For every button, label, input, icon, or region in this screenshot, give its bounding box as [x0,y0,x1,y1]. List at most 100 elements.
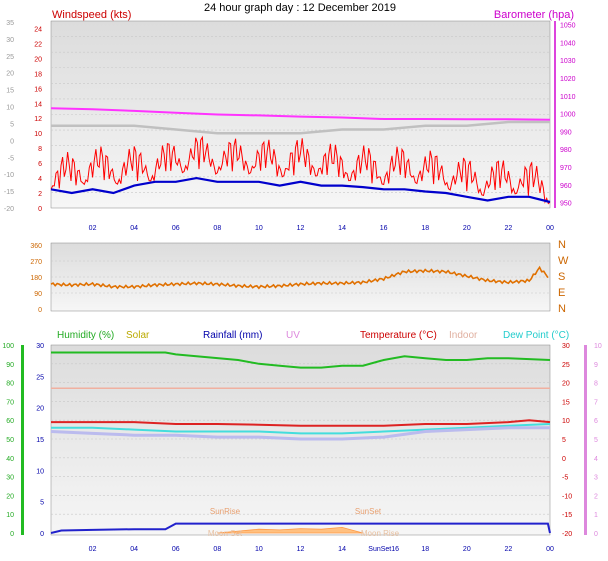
x-tick-label: 02 [89,225,97,232]
legend-item: Rainfall (mm) [203,330,262,341]
uv-tick-label: 6 [594,418,598,425]
temperature-tick-label: 25 [562,362,570,369]
wind-average-line [50,176,551,204]
dew-point-c-line [51,423,551,435]
rainfall-tick-label: 10 [36,468,44,475]
compass-tick-label: E [558,287,565,299]
barometer-tick-label: 970 [560,165,572,172]
sun-moon-label: Moon Rise [361,529,400,538]
legend-item: UV [286,330,300,341]
windspeed-tick-label: 8 [38,146,42,153]
humidity-tick-label: 70 [6,399,14,406]
rainfall-mm-line [50,522,551,534]
uv-axis-bar [584,345,587,535]
barometer-tick-label: 1030 [560,58,576,65]
x-tick-label: 10 [255,225,263,232]
humidity-tick-label: 20 [6,493,14,500]
x-tick-label: 20 [463,546,471,553]
outer-tick-label: 30 [6,37,14,44]
barometer-tick-label: 980 [560,147,572,154]
windspeed-tick-label: 12 [34,116,42,123]
windspeed-line [50,135,551,205]
rainfall-tick-label: 30 [36,343,44,350]
humidity-axis-bar [21,345,24,535]
windspeed-tick-label: 14 [34,101,42,108]
x-tick-label: 12 [297,225,305,232]
x-tick-label: 02 [89,546,97,553]
legend-item: Temperature (°C) [360,330,437,341]
legend-item: Indoor [449,330,478,341]
temperature-tick-label: -15 [562,512,572,519]
x-tick-label: 00 [546,546,554,553]
barometer-tick-label: 990 [560,129,572,136]
x-tick-label: 04 [130,546,138,553]
x-tick-label: 08 [213,546,221,553]
windspeed-tick-label: 0 [38,206,42,213]
rainfall-tick-label: 25 [36,374,44,381]
direction-tick-label: 270 [30,259,42,266]
compass-tick-label: S [558,271,565,283]
x-tick-label: 06 [172,546,180,553]
windspeed-tick-label: 20 [34,56,42,63]
humidity-tick-label: 100 [2,343,14,350]
windspeed-axis-label: Windspeed (kts) [52,9,131,21]
windspeed-tick-label: 16 [34,86,42,93]
rainfall-tick-label: 5 [40,500,44,507]
outer-tick-label: 25 [6,54,14,61]
outer-tick-label: 35 [6,20,14,27]
humidity-tick-label: 10 [6,512,14,519]
humidity-tick-label: 30 [6,475,14,482]
temperature-tick-label: 10 [562,418,570,425]
humidity-tick-label: 80 [6,381,14,388]
gust-line [51,120,550,135]
x-tick-label: 22 [505,546,513,553]
outer-tick-label: 15 [6,88,14,95]
legend-item: Humidity (%) [57,330,114,341]
uv-tick-label: 4 [594,456,598,463]
temperature-tick-label: 5 [562,437,566,444]
humidity-tick-label: 50 [6,437,14,444]
temperature-c-line [51,419,551,427]
page-title: 24 hour graph day : 12 December 2019 [204,2,396,14]
uv-tick-label: 8 [594,381,598,388]
x-tick-label: 08 [213,225,221,232]
rainfall-tick-label: 20 [36,406,44,413]
direction-tick-label: 180 [30,275,42,282]
barometer-tick-label: 1020 [560,76,576,83]
windspeed-tick-label: 4 [38,176,42,183]
outer-tick-label: 20 [6,71,14,78]
compass-tick-label: W [558,255,569,267]
temperature-tick-label: 15 [562,399,570,406]
direction-tick-label: 90 [34,291,42,298]
temperature-tick-label: -10 [562,493,572,500]
outer-tick-label: -20 [4,206,14,213]
x-tick-label: 14 [338,546,346,553]
outer-tick-label: 0 [10,138,14,145]
compass-tick-label: N [558,303,566,315]
solar-area [217,526,364,534]
wind-panel: Windspeed (kts) Barometer (hpa) 35302520… [4,9,576,232]
windspeed-tick-label: 18 [34,71,42,78]
compass-tick-label: N [558,239,566,251]
legend-item: Solar [126,330,150,341]
x-tick-label: SunSet16 [368,546,399,553]
uv-tick-label: 10 [594,343,602,350]
barometer-line [50,107,551,121]
temperature-panel: Humidity (%) Solar Rainfall (mm) UV Temperat… [2,330,602,553]
temperature-tick-label: -5 [562,475,568,482]
uv-tick-label: 9 [594,362,598,369]
humidity-line [51,351,551,369]
humidity-tick-label: 90 [6,362,14,369]
rainfall-tick-label: 15 [36,437,44,444]
x-tick-label: 12 [297,546,305,553]
outer-tick-label: -15 [4,189,14,196]
uv-tick-label: 5 [594,437,598,444]
x-tick-label: 18 [421,225,429,232]
direction-tick-label: 0 [38,307,42,314]
sun-moon-label: SunSet [355,507,382,516]
windspeed-tick-label: 10 [34,131,42,138]
sun-moon-label: SunRise [210,507,241,516]
temperature-tick-label: 20 [562,381,570,388]
